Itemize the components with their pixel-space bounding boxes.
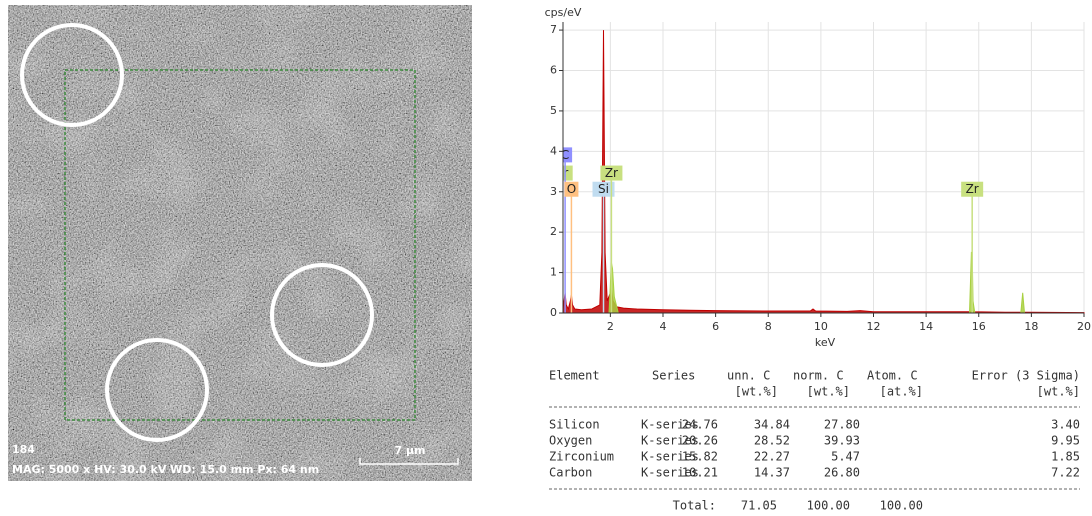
- x-tick-label: 20: [1077, 320, 1091, 333]
- table-cell: 26.80: [824, 466, 860, 480]
- x-tick-label: 12: [866, 320, 880, 333]
- table-header: Series: [652, 369, 695, 383]
- scale-label: 7 µm: [394, 444, 425, 457]
- marker-label: Zr: [605, 166, 618, 180]
- plot-area: Zr C O Si Zr Zr: [551, 30, 1084, 313]
- table-cell: 24.76: [682, 418, 718, 432]
- table-unit: [wt.%]: [807, 385, 850, 399]
- table-cell: Silicon: [549, 418, 600, 432]
- x-tick-label: 6: [712, 320, 719, 333]
- table-header: norm. C: [793, 369, 844, 383]
- marker-label: C: [561, 148, 569, 162]
- table-cell: 7.22: [1051, 466, 1080, 480]
- marker-label: O: [567, 182, 576, 196]
- x-tick-label: 14: [919, 320, 933, 333]
- table-cell: 20.26: [682, 434, 718, 448]
- marker-box: [551, 166, 573, 181]
- y-tick-label: 0: [550, 306, 557, 319]
- table-cell: 9.95: [1051, 434, 1080, 448]
- x-tick-label: 10: [814, 320, 828, 333]
- table-header: Element: [549, 369, 600, 383]
- table-cell: 22.27: [754, 450, 790, 464]
- y-tick-label: 4: [550, 144, 557, 157]
- table-unit: [at.%]: [880, 385, 923, 399]
- y-tick-label: 7: [550, 23, 557, 36]
- y-tick-label: 2: [550, 225, 557, 238]
- table-cell: 1.85: [1051, 450, 1080, 464]
- table-total: 100.00: [807, 499, 850, 513]
- table-cell: 39.93: [824, 434, 860, 448]
- figure: 184 MAG: 5000 x HV: 30.0 kV WD: 15.0 mm …: [0, 0, 1092, 516]
- table-unit: [wt.%]: [735, 385, 778, 399]
- table-header: Error (3 Sigma): [972, 369, 1080, 383]
- table-total: 71.05: [741, 499, 777, 513]
- image-info: MAG: 5000 x HV: 30.0 kV WD: 15.0 mm Px: …: [12, 463, 319, 476]
- x-axis-label: keV: [815, 336, 836, 349]
- table-header: unn. C: [727, 369, 770, 383]
- y-tick-label: 1: [550, 266, 557, 279]
- spectrum-area: [563, 30, 1084, 313]
- results-table: Element Series unn. C norm. C Atom. C Error (…: [549, 369, 1080, 513]
- table-cell: 3.40: [1051, 418, 1080, 432]
- sem-image: 184 MAG: 5000 x HV: 30.0 kV WD: 15.0 mm …: [8, 5, 472, 481]
- table-cell: 28.52: [754, 434, 790, 448]
- spectrum-area: [1021, 293, 1025, 313]
- marker-label: Si: [598, 182, 609, 196]
- table-cell: 10.21: [682, 466, 718, 480]
- table-cell: 34.84: [754, 418, 790, 432]
- x-tick-label: 18: [1024, 320, 1038, 333]
- table-total: 100.00: [880, 499, 923, 513]
- table-cell: 5.47: [831, 450, 860, 464]
- y-tick-label: 6: [550, 64, 557, 77]
- x-tick-label: 2: [607, 320, 614, 333]
- table-total: Total:: [673, 499, 716, 513]
- table-cell: 27.80: [824, 418, 860, 432]
- image-id: 184: [12, 443, 35, 456]
- marker-label: Zr: [555, 166, 568, 180]
- x-tick-label: 4: [659, 320, 666, 333]
- table-cell: 15.82: [682, 450, 718, 464]
- table-cell: Carbon: [549, 466, 592, 480]
- table-unit: [wt.%]: [1037, 385, 1080, 399]
- x-tick-label: 8: [765, 320, 772, 333]
- table-cell: Oxygen: [549, 434, 592, 448]
- table-cell: Zirconium: [549, 450, 614, 464]
- table-header: Atom. C: [867, 369, 918, 383]
- y-axis-label: cps/eV: [545, 6, 582, 19]
- x-tick-label: 16: [972, 320, 986, 333]
- y-tick-label: 5: [550, 104, 557, 117]
- y-tick-label: 3: [550, 185, 557, 198]
- marker-label: Zr: [966, 182, 979, 196]
- table-cell: 14.37: [754, 466, 790, 480]
